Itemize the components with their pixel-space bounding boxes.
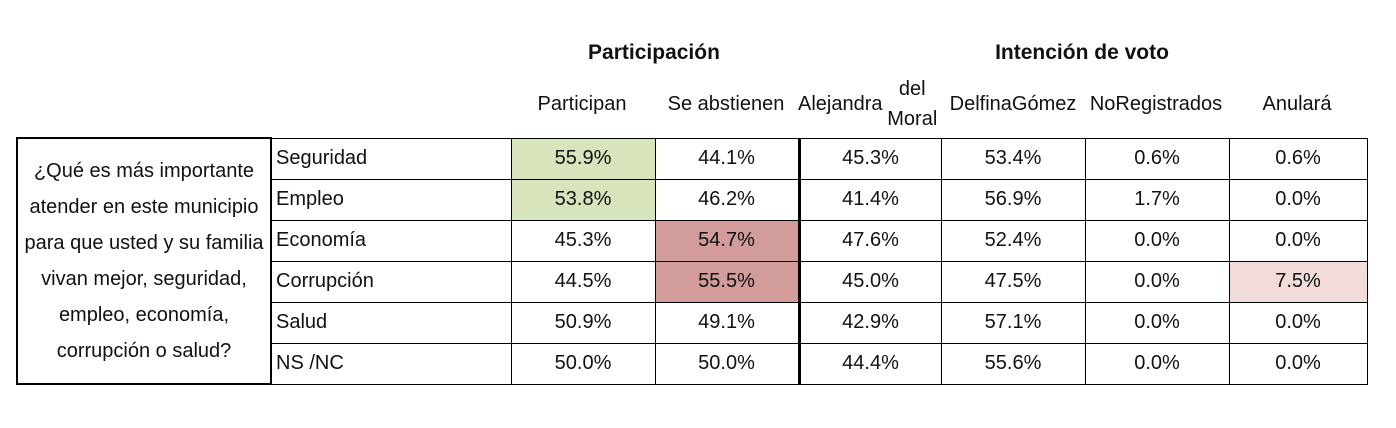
row-label: Empleo [270, 178, 512, 221]
value-cell: 55.9% [510, 137, 656, 180]
value-cell: 47.5% [940, 260, 1086, 303]
value-cell: 0.0% [1084, 260, 1230, 303]
value-cell: 0.0% [1084, 301, 1230, 344]
column-header-line: Delfina [949, 93, 1012, 115]
column-header-line: Se abstienen [667, 93, 785, 115]
value-cell: 57.1% [940, 301, 1086, 344]
value-cell: 0.0% [1228, 219, 1368, 262]
value-cell: 44.4% [797, 342, 942, 385]
group-header-participacion: Participación [588, 41, 720, 64]
row-label: Economía [270, 219, 512, 262]
row-label: Salud [270, 301, 512, 344]
column-header: Anulará [1228, 72, 1366, 136]
value-cell: 50.0% [510, 342, 656, 385]
data-table: ¿Qué es más importante atender en este m… [16, 137, 1368, 385]
value-cell: 7.5% [1228, 260, 1368, 303]
column-header-line: Anulará [1262, 93, 1332, 115]
value-cell: 45.3% [510, 219, 656, 262]
question-cell: ¿Qué es más importante atender en este m… [16, 137, 272, 385]
table-row: Salud 50.9% 49.1% 42.9% 57.1% 0.0% 0.0% [17, 301, 1368, 344]
row-label: Seguridad [270, 137, 512, 180]
row-label: Corrupción [270, 260, 512, 303]
value-cell: 47.6% [797, 219, 942, 262]
column-header-line: No [1089, 93, 1116, 115]
value-cell: 55.6% [940, 342, 1086, 385]
value-cell: 0.0% [1084, 219, 1230, 262]
value-cell: 0.0% [1228, 178, 1368, 221]
column-header: Participan [510, 72, 654, 136]
value-cell: 50.9% [510, 301, 656, 344]
value-cell: 0.0% [1084, 342, 1230, 385]
column-header-line: Gómez [1011, 93, 1077, 115]
column-header: No Registrados [1084, 72, 1228, 136]
value-cell: 0.0% [1228, 342, 1368, 385]
value-cell: 55.5% [654, 260, 801, 303]
column-header-line: Participan [537, 93, 627, 115]
column-header-line: Registrados [1115, 93, 1223, 115]
column-header: Se abstienen [654, 72, 798, 136]
value-cell: 44.5% [510, 260, 656, 303]
column-header: Delfina Gómez [942, 72, 1084, 136]
group-header-intencion: Intención de voto [995, 41, 1169, 64]
row-label: NS /NC [270, 342, 512, 385]
value-cell: 45.0% [797, 260, 942, 303]
table-row: Empleo 53.8% 46.2% 41.4% 56.9% 1.7% 0.0% [17, 178, 1368, 221]
table-row: Corrupción 44.5% 55.5% 45.0% 47.5% 0.0% 7.5% [17, 260, 1368, 303]
column-header: Alejandra del Moral [798, 72, 942, 136]
value-cell: 53.8% [510, 178, 656, 221]
value-cell: 44.1% [654, 137, 801, 180]
table-row: NS /NC 50.0% 50.0% 44.4% 55.6% 0.0% 0.0% [17, 342, 1368, 385]
value-cell: 49.1% [654, 301, 801, 344]
column-header-line: Alejandra [798, 93, 883, 115]
value-cell: 0.6% [1084, 137, 1230, 180]
value-cell: 46.2% [654, 178, 801, 221]
value-cell: 41.4% [797, 178, 942, 221]
value-cell: 50.0% [654, 342, 801, 385]
value-cell: 45.3% [797, 137, 942, 180]
value-cell: 1.7% [1084, 178, 1230, 221]
column-header-line: del Moral [887, 78, 938, 130]
value-cell: 0.6% [1228, 137, 1368, 180]
value-cell: 56.9% [940, 178, 1086, 221]
value-cell: 0.0% [1228, 301, 1368, 344]
value-cell: 54.7% [654, 219, 801, 262]
value-cell: 53.4% [940, 137, 1086, 180]
table-row: ¿Qué es más importante atender en este m… [16, 137, 1368, 385]
value-cell: 52.4% [940, 219, 1086, 262]
value-cell: 42.9% [797, 301, 942, 344]
